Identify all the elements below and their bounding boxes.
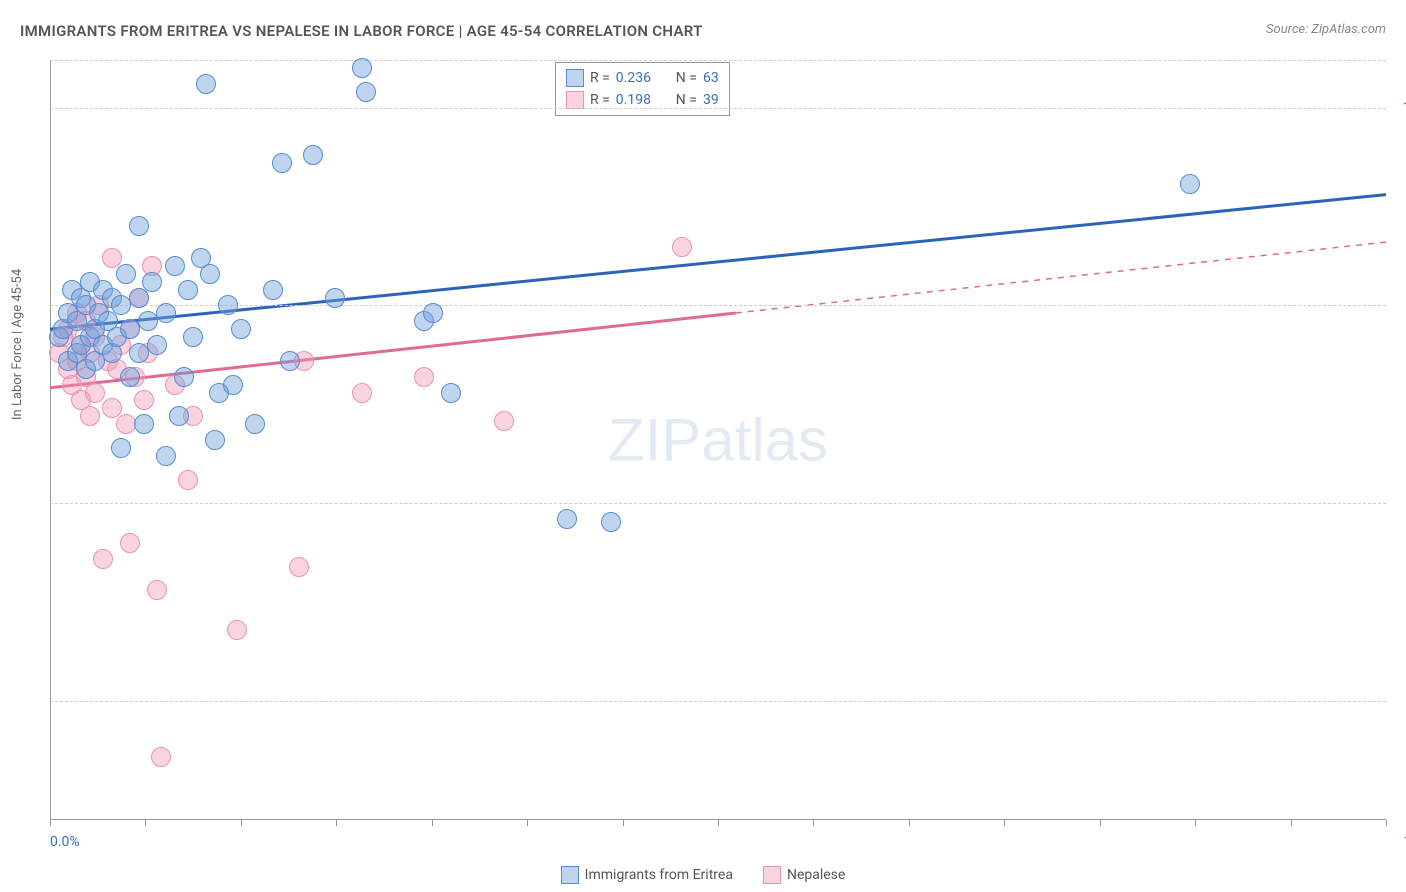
source-attribution: Source: ZipAtlas.com: [1266, 22, 1386, 37]
legend-r-value: 0.198: [616, 92, 660, 108]
x-tick: [813, 820, 814, 826]
bottom-legend-item: Nepalese: [763, 866, 845, 884]
x-tick: [527, 820, 528, 826]
data-point: [352, 58, 372, 78]
data-point: [218, 295, 238, 315]
x-tick: [336, 820, 337, 826]
x-tick: [50, 820, 51, 826]
x-tick: [1386, 820, 1387, 826]
data-point: [120, 367, 140, 387]
data-point: [303, 145, 323, 165]
data-point: [352, 383, 372, 403]
data-point: [165, 256, 185, 276]
gridline-h: [50, 503, 1386, 504]
legend-swatch: [566, 69, 584, 87]
legend-n-value: 39: [703, 92, 719, 108]
x-tick: [1195, 820, 1196, 826]
gridline-h: [50, 60, 1386, 61]
y-axis-label: In Labor Force | Age 45-54: [10, 269, 25, 420]
x-tick-label-min: 0.0%: [50, 834, 80, 850]
data-point: [441, 383, 461, 403]
x-tick: [718, 820, 719, 826]
x-tick: [145, 820, 146, 826]
data-point: [557, 509, 577, 529]
x-tick: [432, 820, 433, 826]
data-point: [601, 512, 621, 532]
series-legend: Immigrants from Eritrea Nepalese: [0, 866, 1406, 884]
data-point: [200, 264, 220, 284]
data-point: [129, 216, 149, 236]
legend-swatch: [763, 866, 781, 884]
bottom-legend-label: Immigrants from Eritrea: [585, 867, 733, 883]
legend-row: R = 0.236 N = 63: [566, 67, 719, 89]
watermark-atlas: atlas: [701, 407, 828, 474]
x-tick: [1004, 820, 1005, 826]
data-point: [80, 406, 100, 426]
watermark: ZIPatlas: [608, 406, 828, 475]
data-point: [129, 288, 149, 308]
data-point: [147, 580, 167, 600]
data-point: [178, 280, 198, 300]
x-tick: [1291, 820, 1292, 826]
data-point: [174, 367, 194, 387]
legend-swatch: [561, 866, 579, 884]
bottom-legend-item: Immigrants from Eritrea: [561, 866, 733, 884]
watermark-zip: ZIP: [608, 407, 701, 474]
data-point: [231, 319, 251, 339]
legend-n-label: N =: [676, 70, 697, 86]
data-point: [134, 390, 154, 410]
x-tick: [623, 820, 624, 826]
chart-title: IMMIGRANTS FROM ERITREA VS NEPALESE IN L…: [20, 22, 703, 40]
data-point: [147, 335, 167, 355]
data-point: [289, 557, 309, 577]
data-point: [85, 383, 105, 403]
x-tick: [1100, 820, 1101, 826]
x-tick: [241, 820, 242, 826]
plot-area: ZIPatlas R = 0.236 N = 63 R = 0.198 N = …: [50, 60, 1386, 820]
legend-r-label: R =: [590, 92, 610, 108]
data-point: [325, 288, 345, 308]
data-point: [151, 747, 171, 767]
gridline-h: [50, 701, 1386, 702]
data-point: [196, 74, 216, 94]
data-point: [414, 367, 434, 387]
data-point: [142, 272, 162, 292]
data-point: [672, 237, 692, 257]
data-point: [423, 303, 443, 323]
data-point: [245, 414, 265, 434]
chart-container: IMMIGRANTS FROM ERITREA VS NEPALESE IN L…: [0, 0, 1406, 892]
legend-n-value: 63: [703, 70, 719, 86]
data-point: [116, 264, 136, 284]
data-point: [205, 430, 225, 450]
data-point: [263, 280, 283, 300]
data-point: [223, 375, 243, 395]
data-point: [111, 438, 131, 458]
y-tick-label: 100.0%: [1403, 100, 1406, 116]
data-point: [272, 153, 292, 173]
data-point: [1180, 174, 1200, 194]
data-point: [93, 549, 113, 569]
bottom-legend-label: Nepalese: [787, 867, 845, 883]
gridline-h: [50, 305, 1386, 306]
data-point: [280, 351, 300, 371]
data-point: [183, 327, 203, 347]
data-point: [169, 406, 189, 426]
legend-r-label: R =: [590, 70, 610, 86]
data-point: [356, 82, 376, 102]
data-point: [134, 414, 154, 434]
data-point: [227, 620, 247, 640]
legend-swatch: [566, 91, 584, 109]
data-point: [178, 470, 198, 490]
x-tick: [909, 820, 910, 826]
data-point: [156, 446, 176, 466]
legend-n-label: N =: [676, 92, 697, 108]
data-point: [156, 303, 176, 323]
gridline-h: [50, 108, 1386, 109]
data-point: [120, 533, 140, 553]
y-axis-line: [50, 60, 51, 820]
data-point: [494, 411, 514, 431]
legend-r-value: 0.236: [616, 70, 660, 86]
